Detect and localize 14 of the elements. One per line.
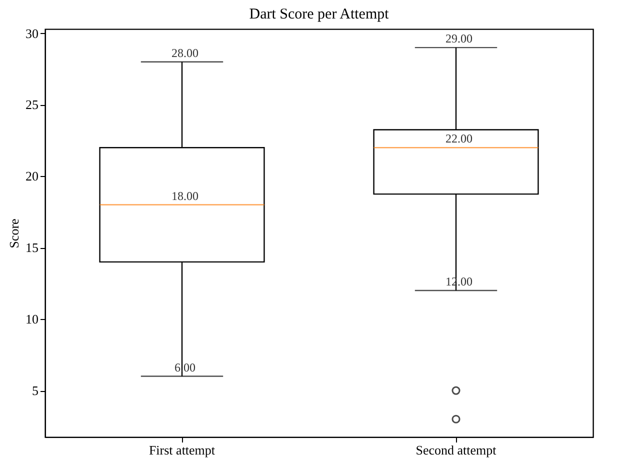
annotation: 22.00 xyxy=(446,132,472,146)
y-tick-label: 5 xyxy=(32,383,38,398)
y-tick-label: 25 xyxy=(26,97,38,112)
y-tick-label: 30 xyxy=(26,26,38,41)
annotation: 28.00 xyxy=(172,46,198,60)
y-tick-label: 20 xyxy=(26,168,38,184)
y-tick-label: 15 xyxy=(26,240,38,256)
annotation: 29.00 xyxy=(446,32,472,46)
x-tick-label: First attempt xyxy=(148,442,216,458)
y-axis-title: Score xyxy=(6,218,22,248)
chart-title: Dart Score per Attempt xyxy=(249,6,390,22)
x-tick-label: Second attempt xyxy=(416,442,497,458)
annotation: 18.00 xyxy=(172,188,198,203)
y-tick-label: 10 xyxy=(26,312,38,327)
